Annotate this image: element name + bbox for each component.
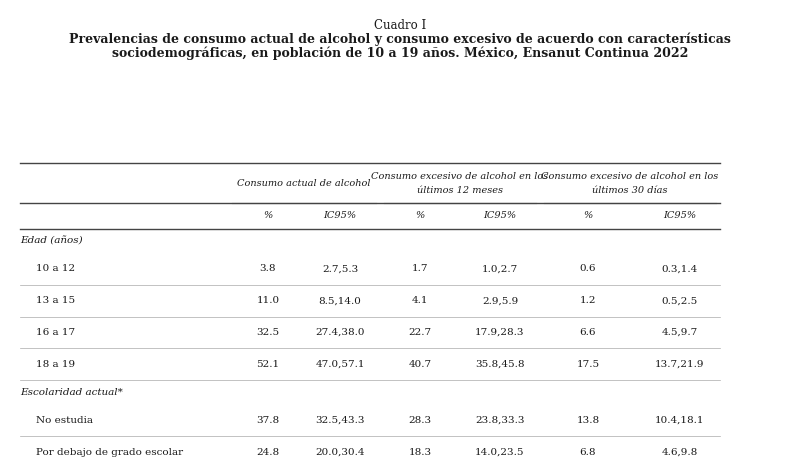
Text: Edad (años): Edad (años) <box>20 236 82 246</box>
Text: últimos 12 meses: últimos 12 meses <box>417 186 503 195</box>
Text: 47.0,57.1: 47.0,57.1 <box>315 360 365 369</box>
Text: 1.7: 1.7 <box>412 264 428 274</box>
Text: 16 a 17: 16 a 17 <box>36 328 75 337</box>
Text: 4.1: 4.1 <box>412 296 428 305</box>
Text: 6.6: 6.6 <box>580 328 596 337</box>
Text: 28.3: 28.3 <box>409 416 431 425</box>
Text: No estudia: No estudia <box>36 416 93 425</box>
Text: 37.8: 37.8 <box>257 416 279 425</box>
Text: 13 a 15: 13 a 15 <box>36 296 75 305</box>
Text: 17.9,28.3: 17.9,28.3 <box>475 328 525 337</box>
Text: 2.9,5.9: 2.9,5.9 <box>482 296 518 305</box>
Text: 8.5,14.0: 8.5,14.0 <box>318 296 362 305</box>
Text: 0.3,1.4: 0.3,1.4 <box>662 264 698 274</box>
Text: IC95%: IC95% <box>323 212 357 220</box>
Text: 40.7: 40.7 <box>409 360 431 369</box>
Text: 0.5,2.5: 0.5,2.5 <box>662 296 698 305</box>
Text: 10.4,18.1: 10.4,18.1 <box>655 416 705 425</box>
Text: Por debajo de grado escolar: Por debajo de grado escolar <box>36 447 183 457</box>
Text: 13.8: 13.8 <box>577 416 599 425</box>
Text: Consumo excesivo de alcohol en los: Consumo excesivo de alcohol en los <box>542 172 718 181</box>
Text: Cuadro I: Cuadro I <box>374 19 426 32</box>
Text: 1.2: 1.2 <box>580 296 596 305</box>
Text: IC95%: IC95% <box>483 212 517 220</box>
Text: 22.7: 22.7 <box>409 328 431 337</box>
Text: 52.1: 52.1 <box>257 360 279 369</box>
Text: 10 a 12: 10 a 12 <box>36 264 75 274</box>
Text: 27.4,38.0: 27.4,38.0 <box>315 328 365 337</box>
Text: 23.8,33.3: 23.8,33.3 <box>475 416 525 425</box>
Text: 18.3: 18.3 <box>409 447 431 457</box>
Text: sociodemográficas, en población de 10 a 19 años. México, Ensanut Continua 2022: sociodemográficas, en población de 10 a … <box>112 47 688 60</box>
Text: %: % <box>583 212 593 220</box>
Text: 11.0: 11.0 <box>257 296 279 305</box>
Text: 20.0,30.4: 20.0,30.4 <box>315 447 365 457</box>
Text: Escolaridad actual*: Escolaridad actual* <box>20 388 123 397</box>
Text: 6.8: 6.8 <box>580 447 596 457</box>
Text: 2.7,5.3: 2.7,5.3 <box>322 264 358 274</box>
Text: %: % <box>263 212 273 220</box>
Text: últimos 30 días: últimos 30 días <box>592 186 668 195</box>
Text: 32.5,43.3: 32.5,43.3 <box>315 416 365 425</box>
Text: 0.6: 0.6 <box>580 264 596 274</box>
Text: 4.5,9.7: 4.5,9.7 <box>662 328 698 337</box>
Text: 24.8: 24.8 <box>257 447 279 457</box>
Text: 32.5: 32.5 <box>257 328 279 337</box>
Text: 18 a 19: 18 a 19 <box>36 360 75 369</box>
Text: 3.8: 3.8 <box>260 264 276 274</box>
Text: Prevalencias de consumo actual de alcohol y consumo excesivo de acuerdo con cara: Prevalencias de consumo actual de alcoho… <box>69 33 731 46</box>
Text: 35.8,45.8: 35.8,45.8 <box>475 360 525 369</box>
Text: 4.6,9.8: 4.6,9.8 <box>662 447 698 457</box>
Text: Consumo actual de alcohol: Consumo actual de alcohol <box>238 179 370 188</box>
Text: 14.0,23.5: 14.0,23.5 <box>475 447 525 457</box>
Text: IC95%: IC95% <box>663 212 697 220</box>
Text: %: % <box>415 212 425 220</box>
Text: 1.0,2.7: 1.0,2.7 <box>482 264 518 274</box>
Text: 13.7,21.9: 13.7,21.9 <box>655 360 705 369</box>
Text: Consumo excesivo de alcohol en los: Consumo excesivo de alcohol en los <box>371 172 549 181</box>
Text: 17.5: 17.5 <box>577 360 599 369</box>
